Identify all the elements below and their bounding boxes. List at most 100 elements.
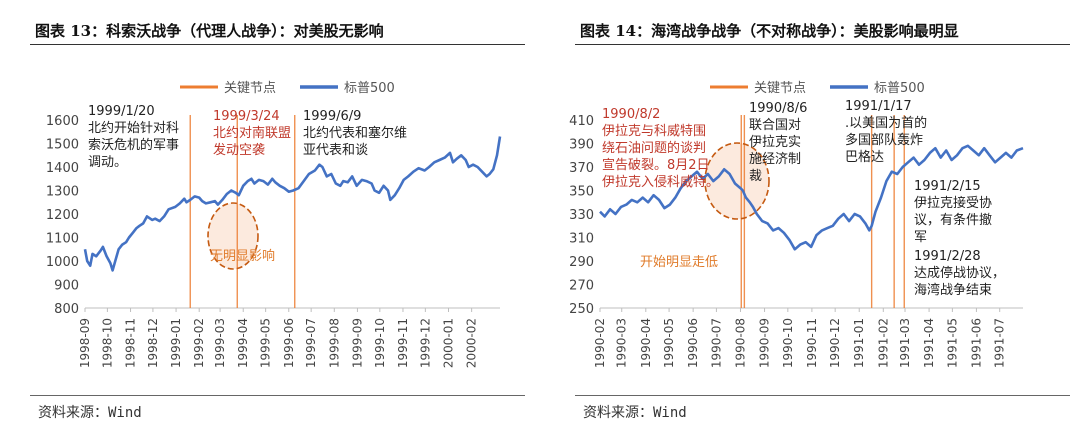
y-tick-label: 310 bbox=[569, 232, 594, 247]
annotation-text: 开始明显走低 bbox=[640, 255, 718, 270]
annotation-line: 巴格达 bbox=[845, 149, 884, 165]
annotation-line: 伊拉克入侵科威特。 bbox=[602, 174, 719, 190]
annotation-line: 宣告破裂。8月2日 bbox=[602, 157, 710, 173]
annotation-line: 裁 bbox=[749, 168, 762, 184]
source-label-13: 资料来源：Wind bbox=[38, 405, 142, 421]
annotation-line: 海湾战争结束 bbox=[914, 282, 992, 298]
y-tick-label: 800 bbox=[54, 302, 79, 317]
annotation-text: 1990/8/6 联合国对伊拉克实施经济制裁 bbox=[749, 101, 807, 184]
x-tick-label: 2000-02 bbox=[465, 318, 479, 368]
annotation-line: 达成停战协议， bbox=[914, 265, 1005, 281]
y-tick-label: 370 bbox=[569, 161, 594, 176]
y-tick-label: 1000 bbox=[46, 255, 79, 270]
y-tick-label: 290 bbox=[569, 255, 594, 270]
y-tick-label: 250 bbox=[569, 302, 594, 317]
x-tick-label: 1998-10 bbox=[100, 318, 114, 368]
x-tick-label: 1999-06 bbox=[282, 318, 296, 368]
y-tick-label: 330 bbox=[569, 208, 594, 223]
chart-14-svg: 关键节点 标普5004103903703503303102902702501990… bbox=[569, 81, 1024, 368]
annotation-line: 伊拉克接受协 bbox=[914, 195, 992, 211]
annotation-line: 伊拉克实 bbox=[749, 135, 801, 150]
annotation-line: 联合国对 bbox=[749, 118, 801, 133]
annotation-line: 1991/1/17 bbox=[845, 99, 912, 114]
legend-key-nodes-label: 关键节点 bbox=[754, 81, 806, 96]
x-tick-label: 1991-06 bbox=[969, 318, 983, 368]
y-tick-label: 1400 bbox=[46, 161, 79, 176]
annotation-line: 发动空袭 bbox=[213, 142, 265, 158]
x-tick-label: 1990-09 bbox=[758, 318, 772, 368]
chart-panel-13: 图表 13：科索沃战争（代理人战争）：对美股无影响 关键节点 标普500 1600 1… bbox=[0, 0, 530, 434]
y-tick-label: 1100 bbox=[46, 232, 79, 247]
x-tick-label: 1990-03 bbox=[615, 318, 629, 368]
x-tick-label: 1991-04 bbox=[922, 318, 936, 368]
x-tick-label: 1990-05 bbox=[662, 318, 676, 368]
annotation-line: 施经济制 bbox=[749, 152, 801, 167]
annotation-line: 北约开始针对科 bbox=[88, 121, 179, 136]
impact-ellipse bbox=[207, 202, 259, 270]
annotation-line: 军 bbox=[914, 230, 927, 245]
chart-13-svg: 关键节点 标普500 1600 1500 1400 1300 1200 1100 1000 900… bbox=[46, 81, 502, 368]
source-rule bbox=[575, 395, 1070, 396]
impact-ellipse bbox=[704, 142, 770, 220]
title-rule bbox=[575, 44, 1070, 45]
chart-panel-14: 图表 14：海湾战争战争（不对称战争）：美股影响最明显 关键节点 标普500 410… bbox=[545, 0, 1075, 434]
x-tick-label: 1991-07 bbox=[993, 318, 1007, 368]
chart-title-14: 图表 14：海湾战争战争（不对称战争）：美股影响最明显 bbox=[580, 22, 959, 40]
annotation-line: 开始明显走低 bbox=[640, 255, 718, 270]
annotation-text: 1990/8/2 伊拉克与科威特围绕石油问题的谈判宣告破裂。8月2日伊拉克入侵科威… bbox=[602, 107, 719, 190]
x-tick-label: 1999-12 bbox=[418, 318, 432, 368]
y-tick-label: 900 bbox=[54, 279, 79, 294]
x-tick-label: 1991-01 bbox=[852, 318, 866, 368]
annotation-line: 索沃危机的军事 bbox=[88, 137, 179, 153]
y-tick-label: 1300 bbox=[46, 185, 79, 200]
annotation-line: 无明显影响 bbox=[210, 248, 275, 264]
title-rule bbox=[30, 44, 525, 45]
annotation-line: 亚代表和谈 bbox=[303, 143, 368, 158]
annotation-text: 1999/6/9 北约代表和塞尔维亚代表和谈 bbox=[303, 109, 407, 158]
x-tick-label: 1990-08 bbox=[733, 318, 747, 368]
annotation-line: 北约对南联盟 bbox=[213, 125, 291, 141]
y-tick-label: 1600 bbox=[46, 114, 79, 129]
source-label-14: 资料来源：Wind bbox=[583, 405, 687, 421]
annotation-line: 调动。 bbox=[88, 155, 127, 170]
x-tick-label: 1999-04 bbox=[236, 318, 250, 368]
legend-sp500-label: 标普500 bbox=[344, 81, 395, 96]
y-tick-label: 1200 bbox=[46, 208, 79, 223]
y-tick-label: 1500 bbox=[46, 138, 79, 153]
y-tick-label: 410 bbox=[569, 114, 594, 129]
legend-sp500-label: 标普500 bbox=[874, 81, 925, 96]
x-tick-label: 1990-11 bbox=[805, 318, 819, 368]
annotation-line: 1999/1/20 bbox=[88, 104, 155, 119]
annotation-line: 1991/2/28 bbox=[914, 249, 981, 264]
x-tick-label: 1991-03 bbox=[898, 318, 912, 368]
x-tick-label: 1999-09 bbox=[350, 318, 364, 368]
annotation-line: 北约代表和塞尔维 bbox=[303, 125, 407, 141]
x-tick-label: 1999-02 bbox=[192, 318, 206, 368]
x-tick-label: 2000-01 bbox=[441, 318, 455, 368]
annotation-line: 议，有条件撤 bbox=[914, 212, 992, 228]
annotation-text: 1991/1/17 .以美国为首的多国部队轰炸巴格达 bbox=[845, 99, 927, 165]
x-tick-label: 1990-12 bbox=[828, 318, 842, 368]
chart-title-13: 图表 13：科索沃战争（代理人战争）：对美股无影响 bbox=[35, 22, 384, 40]
annotation-line: 1990/8/2 bbox=[602, 107, 660, 122]
legend-key-nodes-label: 关键节点 bbox=[224, 81, 276, 96]
y-tick-label: 390 bbox=[569, 138, 594, 153]
x-tick-label: 1990-10 bbox=[781, 318, 795, 368]
x-tick-label: 1991-02 bbox=[876, 318, 890, 368]
x-tick-label: 1991-05 bbox=[945, 318, 959, 368]
x-tick-label: 1990-04 bbox=[639, 318, 653, 368]
source-rule bbox=[30, 395, 525, 396]
x-tick-label: 1998-12 bbox=[146, 318, 160, 368]
annotation-line: 1991/2/15 bbox=[914, 179, 981, 194]
annotation-line: .以美国为首的 bbox=[845, 115, 927, 131]
x-tick-label: 1998-09 bbox=[78, 318, 92, 368]
x-tick-label: 1990-07 bbox=[709, 318, 723, 368]
x-tick-label: 1999-05 bbox=[259, 318, 273, 368]
x-tick-label: 1999-07 bbox=[304, 318, 318, 368]
series-line-sp500 bbox=[599, 144, 1024, 251]
annotation-line: 绕石油问题的谈判 bbox=[602, 140, 706, 156]
x-tick-label: 1999-11 bbox=[396, 318, 410, 368]
annotation-text: 1991/2/28 达成停战协议，海湾战争结束 bbox=[914, 249, 1005, 298]
y-tick-label: 350 bbox=[569, 185, 594, 200]
x-tick-label: 1990-02 bbox=[593, 318, 607, 368]
